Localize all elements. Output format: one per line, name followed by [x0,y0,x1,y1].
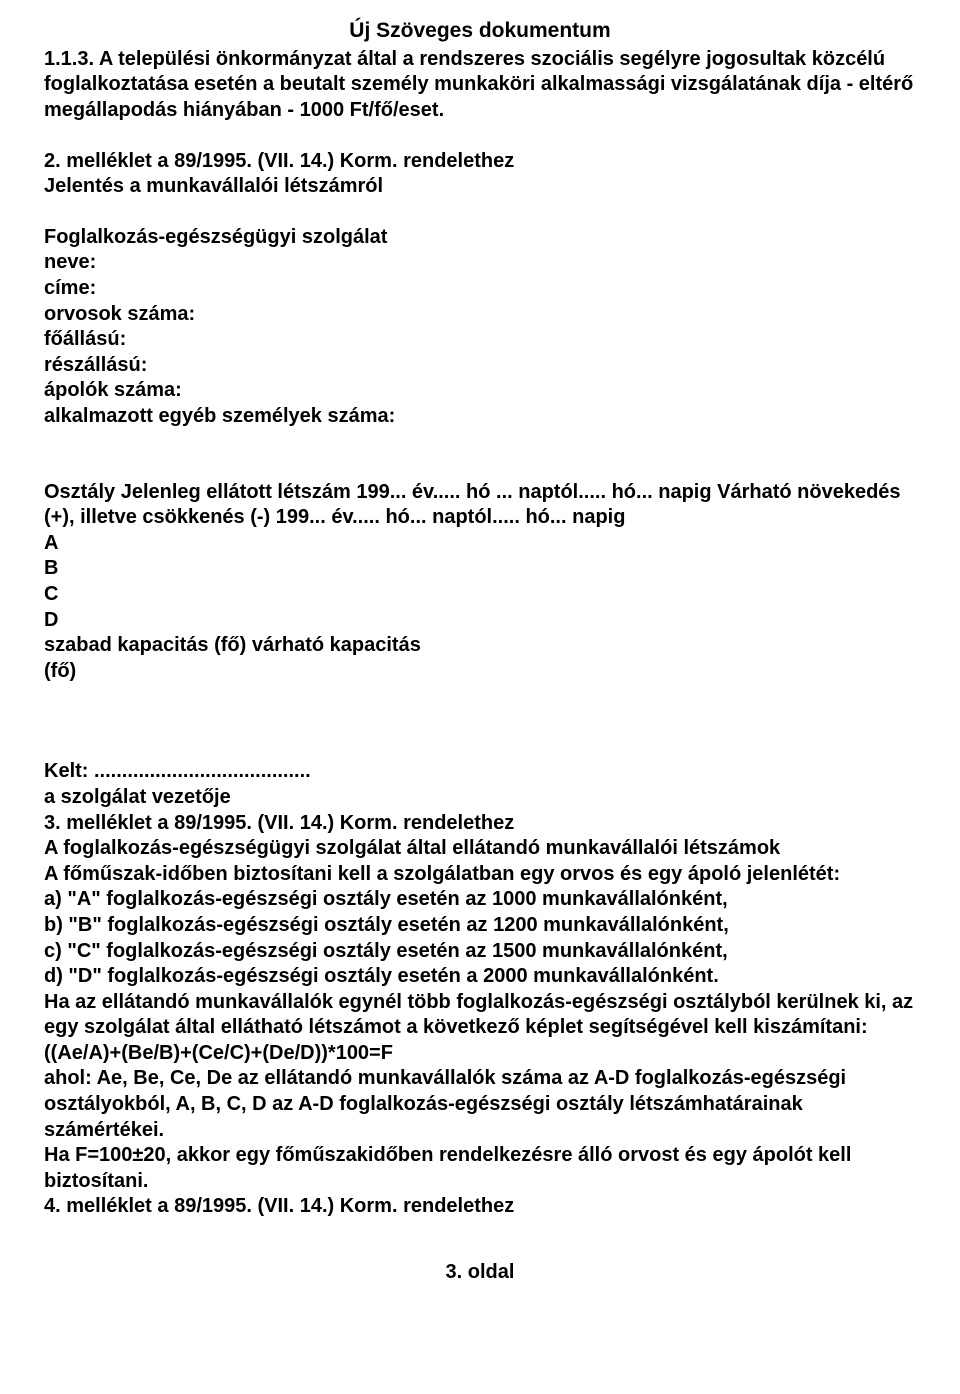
attachment-4-heading: 4. melléklet a 89/1995. (VII. 14.) Korm.… [44,1194,916,1220]
attachment-3-item-b: b) "B" foglalkozás-egészségi osztály ese… [44,913,916,939]
form-labels: Foglalkozás-egészségügyi szolgálat neve:… [44,225,916,430]
attachment-3-p1: A foglalkozás-egészségügyi szolgálat ált… [44,836,916,862]
class-row-a: A [44,531,916,557]
attachment-2-subheading: Jelentés a munkavállalói létszámról [44,174,916,200]
attachment-3-p4: ahol: Ae, Be, Ce, De az ellátandó munkav… [44,1066,916,1143]
attachment-3-p2: A főműszak-időben biztosítani kell a szo… [44,862,916,888]
attachment-3-item-d: d) "D" foglalkozás-egészségi osztály ese… [44,964,916,990]
form-label-other-staff: alkalmazott egyéb személyek száma: [44,404,916,430]
page-footer: 3. oldal [44,1260,916,1286]
class-row-d: D [44,608,916,634]
class-table-header: Osztály Jelenleg ellátott létszám 199...… [44,480,916,531]
document-title: Új Szöveges dokumentum [44,18,916,45]
paragraph-1-1-3: 1.1.3. A települési önkormányzat által a… [44,47,916,124]
section-4: Kelt: ..................................… [44,759,916,1220]
form-label-name: neve: [44,250,916,276]
form-label-service: Foglalkozás-egészségügyi szolgálat [44,225,916,251]
class-row-c: C [44,582,916,608]
class-row-b: B [44,556,916,582]
signature-line: a szolgálat vezetője [44,785,916,811]
section-1: 1.1.3. A települési önkormányzat által a… [44,47,916,124]
capacity-line-1: szabad kapacitás (fő) várható kapacitás [44,633,916,659]
attachment-3-item-a: a) "A" foglalkozás-egészségi osztály ese… [44,887,916,913]
attachment-3-heading: 3. melléklet a 89/1995. (VII. 14.) Korm.… [44,811,916,837]
form-label-doctors: orvosok száma: [44,302,916,328]
form-label-nurses: ápolók száma: [44,378,916,404]
dated-line: Kelt: ..................................… [44,759,916,785]
attachment-3-item-c: c) "C" foglalkozás-egészségi osztály ese… [44,939,916,965]
attachment-3-p5: Ha F=100±20, akkor egy főműszakidőben re… [44,1143,916,1194]
form-label-fulltime: főállású: [44,327,916,353]
section-2-heading: 2. melléklet a 89/1995. (VII. 14.) Korm.… [44,149,916,200]
section-3: Osztály Jelenleg ellátott létszám 199...… [44,480,916,685]
form-label-address: címe: [44,276,916,302]
page-number: 3. oldal [446,1261,515,1283]
attachment-3-p3: Ha az ellátandó munkavállalók egynél töb… [44,990,916,1041]
capacity-line-2: (fő) [44,659,916,685]
form-label-parttime: részállású: [44,353,916,379]
attachment-3-formula: ((Ae/A)+(Be/B)+(Ce/C)+(De/D))*100=F [44,1041,916,1067]
attachment-2-heading: 2. melléklet a 89/1995. (VII. 14.) Korm.… [44,149,916,175]
